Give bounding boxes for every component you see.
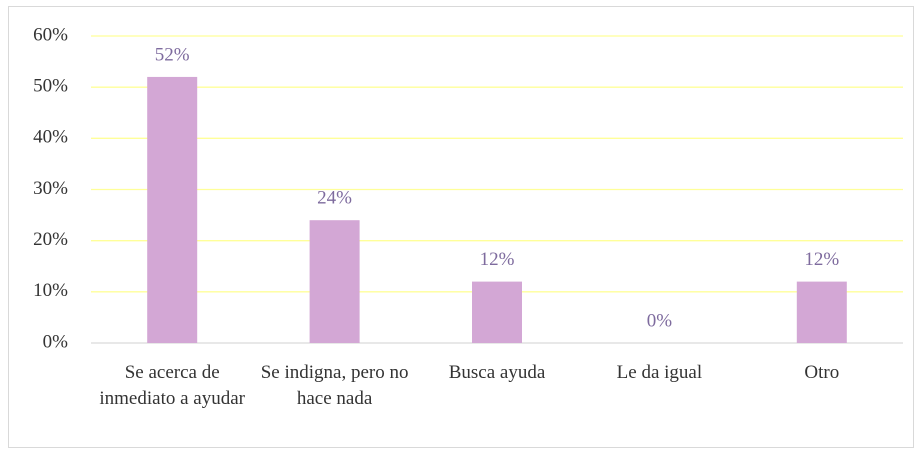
x-tick-label: Le da igual — [616, 362, 703, 383]
y-tick-label: 50% — [33, 76, 68, 97]
y-tick-label: 60% — [33, 24, 68, 45]
bar — [472, 281, 522, 343]
value-label: 52% — [155, 44, 190, 65]
x-tick-label: Se acerca de inmediato a ayudar — [99, 362, 245, 409]
value-label: 0% — [647, 310, 673, 331]
y-tick-label: 20% — [33, 229, 68, 250]
x-tick-label: Se indigna, pero no hace nada — [260, 362, 409, 409]
y-tick-label: 10% — [33, 280, 68, 301]
bar — [147, 76, 198, 343]
x-tick-label: Busca ayuda — [448, 362, 546, 383]
x-tick-label: Otro — [804, 362, 840, 383]
chart-frame — [8, 6, 914, 448]
value-label: 24% — [317, 188, 352, 209]
bar — [309, 220, 360, 343]
y-tick-label: 40% — [33, 127, 68, 148]
y-tick-label: 30% — [33, 178, 68, 199]
value-label: 12% — [480, 249, 515, 270]
value-label: 12% — [804, 249, 839, 270]
y-tick-label: 0% — [43, 331, 69, 352]
bar — [796, 281, 847, 343]
